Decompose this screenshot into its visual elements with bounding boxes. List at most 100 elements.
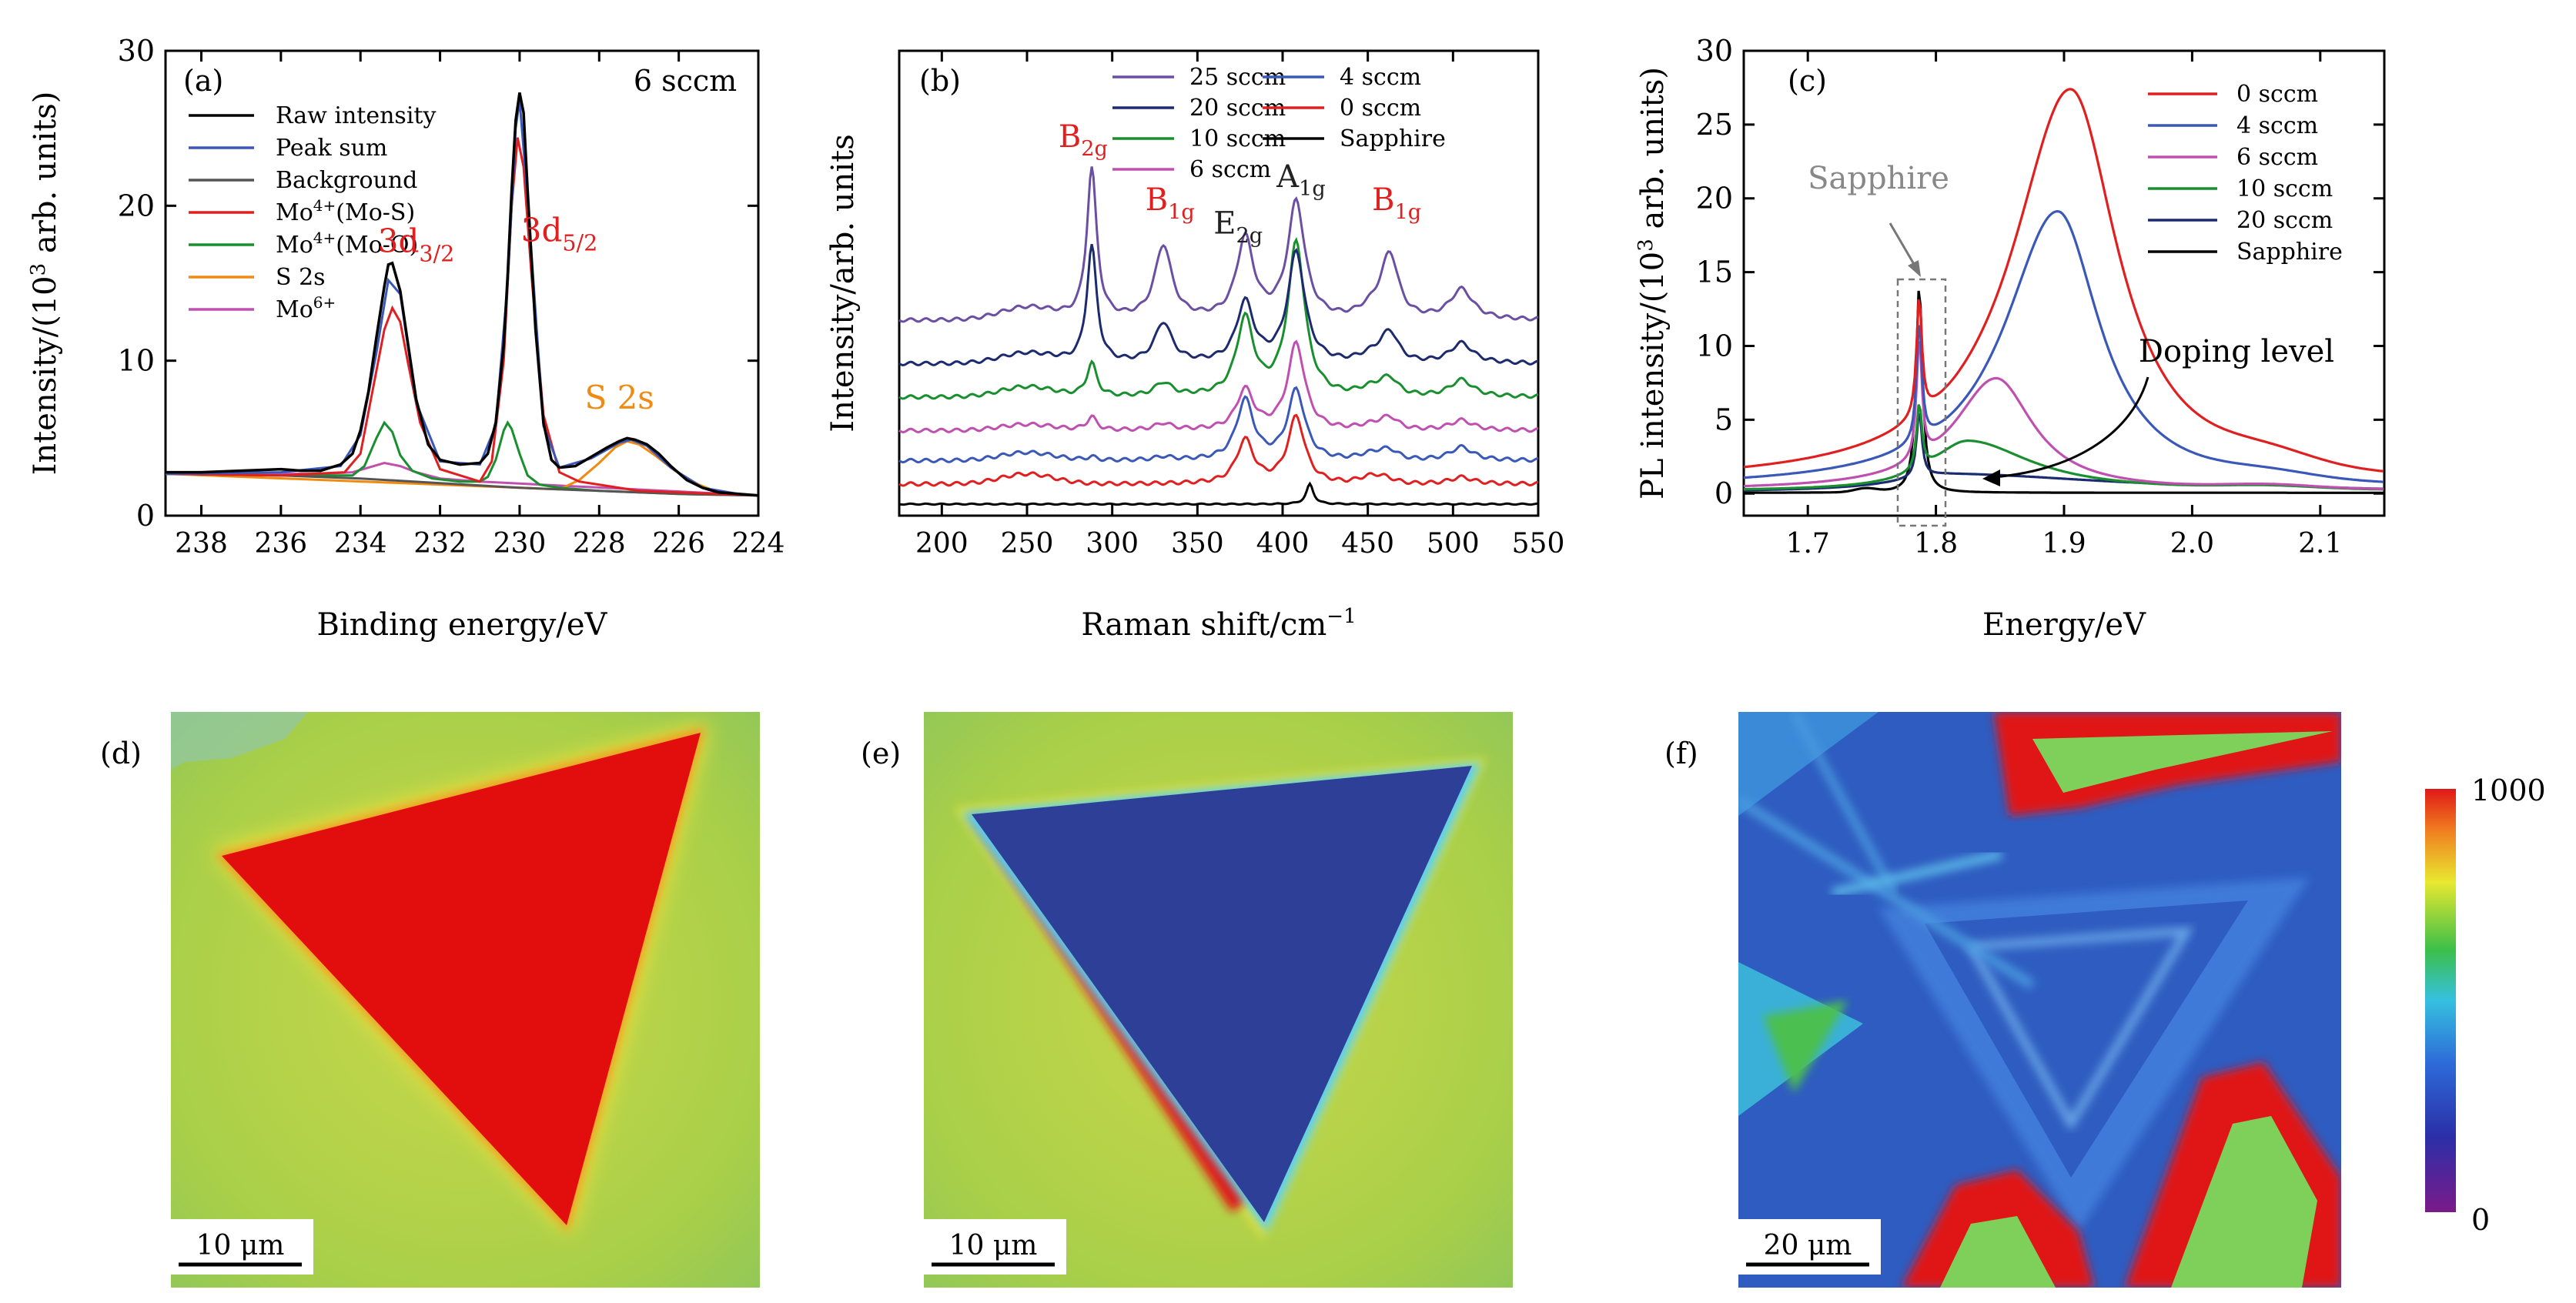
map-d-scale-label: 10 μm <box>196 1230 285 1261</box>
c-xtick-label: 1.7 <box>1786 528 1830 560</box>
panel-c-ylabel: PL intensity/(103 arb. units) <box>1634 67 1671 499</box>
series-6-sccm <box>1743 341 2384 490</box>
colorbar <box>2425 789 2456 1212</box>
a-legend-label: Peak sum <box>276 135 387 162</box>
b-xtick-label: 450 <box>1341 528 1394 560</box>
series-10-sccm <box>898 236 1539 400</box>
doping-arrowhead <box>1982 469 2000 486</box>
b-legend-label: Sapphire <box>1340 125 1446 152</box>
c-ytick-label: 30 <box>1696 34 1733 68</box>
a-legend-label: Mo6+ <box>276 293 336 323</box>
panel-a-ylabel: Intensity/(103 arb. units) <box>27 92 63 476</box>
a-peak-label: S 2s <box>584 379 654 416</box>
series-0-sccm <box>898 413 1539 487</box>
series-sapphire <box>1743 290 2384 494</box>
panel-a-annotation: 6 sccm <box>634 64 737 98</box>
panel-b-ylabel: Intensity/arb. units <box>825 134 861 432</box>
map-f: (f) 20 μm 1000 0 <box>1664 712 2546 1288</box>
b-peak-label: B1g <box>1146 182 1195 224</box>
c-legend-label: 10 sccm <box>2236 175 2333 202</box>
map-f-grain-boundary-3 <box>1831 850 2003 897</box>
panel-c-label: (c) <box>1788 64 1827 98</box>
c-legend-label: Sapphire <box>2236 239 2343 266</box>
panel-a-frame <box>164 49 760 517</box>
b-xtick-label: 550 <box>1512 528 1565 560</box>
b-xtick-label: 300 <box>1086 528 1139 560</box>
a-legend-label: S 2s <box>276 264 326 291</box>
sapphire-arrowhead <box>1908 260 1921 277</box>
series-mo4-mo-o- <box>165 420 759 497</box>
c-ytick-label: 0 <box>1715 476 1733 510</box>
b-peak-label: E2g <box>1213 206 1263 248</box>
map-e-scale-label: 10 μm <box>949 1230 1038 1261</box>
series-peak-sum <box>165 100 759 497</box>
map-d-label: (d) <box>100 737 142 770</box>
panel-a-label: (a) <box>183 64 223 98</box>
b-xtick-label: 350 <box>1171 528 1224 560</box>
c-xtick-label: 2.1 <box>2298 528 2342 560</box>
b-legend-label: 4 sccm <box>1340 64 1421 91</box>
a-xtick-label: 226 <box>652 528 705 560</box>
series-sapphire <box>898 481 1539 506</box>
map-f-scale-label: 20 μm <box>1764 1230 1852 1261</box>
map-e-triangle <box>972 766 1472 1222</box>
sapphire-annotation: Sapphire <box>1808 161 1949 196</box>
map-f-label: (f) <box>1664 737 1698 770</box>
series-0-sccm <box>1743 88 2384 473</box>
b-peak-label: B2g <box>1059 119 1108 161</box>
panel-c-xlabel: Energy/eV <box>1982 607 2146 643</box>
a-peak-label: 3d5/2 <box>521 212 598 256</box>
a-ytick-label: 0 <box>136 499 155 533</box>
a-ytick-label: 10 <box>118 344 155 378</box>
map-e: (e) 10 μm <box>861 712 1513 1288</box>
b-peak-label: B1g <box>1372 182 1421 224</box>
map-f-patch-1 <box>1738 712 1878 816</box>
a-legend-label: Background <box>276 167 417 194</box>
panel-a-xlabel: Binding energy/eV <box>317 607 608 643</box>
series-20-sccm <box>898 243 1539 367</box>
b-peak-label: A1g <box>1276 159 1326 201</box>
c-ytick-label: 5 <box>1715 403 1733 436</box>
b-xtick-label: 500 <box>1427 528 1480 560</box>
doping-arrow <box>1993 376 2149 479</box>
a-xtick-label: 224 <box>732 528 785 560</box>
a-xtick-label: 234 <box>334 528 387 560</box>
map-d-corner-patch <box>171 712 308 770</box>
a-legend-label: Mo4+(Mo-S) <box>276 196 415 226</box>
a-legend-label: Raw intensity <box>276 102 436 129</box>
b-xtick-label: 400 <box>1256 528 1310 560</box>
panel-a-xps-chart: 238 236 234 232 230 228 226 224 0 10 20 30 (a) 6 sc… <box>27 34 785 643</box>
a-xtick-label: 236 <box>255 528 308 560</box>
doping-level-annotation: Doping level <box>2139 334 2334 369</box>
colorbar-max: 1000 <box>2471 773 2546 807</box>
c-ytick-label: 15 <box>1696 256 1733 289</box>
panel-c-pl-chart: 1.7 1.8 1.9 2.0 2.1 0 5 10 15 20 25 30 (c) 0 sccm 4 … <box>1634 34 2386 643</box>
series-4-sccm <box>898 386 1539 464</box>
c-ytick-label: 25 <box>1696 108 1733 142</box>
b-legend-label: 6 sccm <box>1189 156 1271 183</box>
a-xtick-label: 230 <box>493 528 547 560</box>
series-4-sccm <box>1743 209 2384 483</box>
a-ytick-label: 30 <box>118 34 155 68</box>
series-10-sccm <box>1744 404 2384 491</box>
series-raw-intensity <box>166 92 759 497</box>
c-legend-label: 4 sccm <box>2236 112 2318 139</box>
c-ytick-label: 20 <box>1696 182 1733 215</box>
map-f-green-top <box>2032 731 2333 793</box>
map-f-grain-boundary-1 <box>1738 796 2036 990</box>
map-f-green-right <box>2171 1116 2317 1288</box>
c-legend-label: 6 sccm <box>2236 144 2318 171</box>
series-25-sccm <box>898 166 1539 323</box>
c-legend-label: 20 sccm <box>2236 207 2333 234</box>
a-ytick-label: 20 <box>118 189 155 222</box>
series-s-2s <box>165 439 759 497</box>
b-xtick-label: 250 <box>1001 528 1054 560</box>
map-f-inner-ring <box>1964 927 2194 1131</box>
map-e-label: (e) <box>861 737 901 770</box>
colorbar-min: 0 <box>2471 1203 2490 1237</box>
series-mo4-mo-s- <box>165 137 759 497</box>
c-xtick-label: 1.8 <box>1914 528 1958 560</box>
series-6-sccm <box>898 339 1539 434</box>
a-xtick-label: 238 <box>175 528 228 560</box>
